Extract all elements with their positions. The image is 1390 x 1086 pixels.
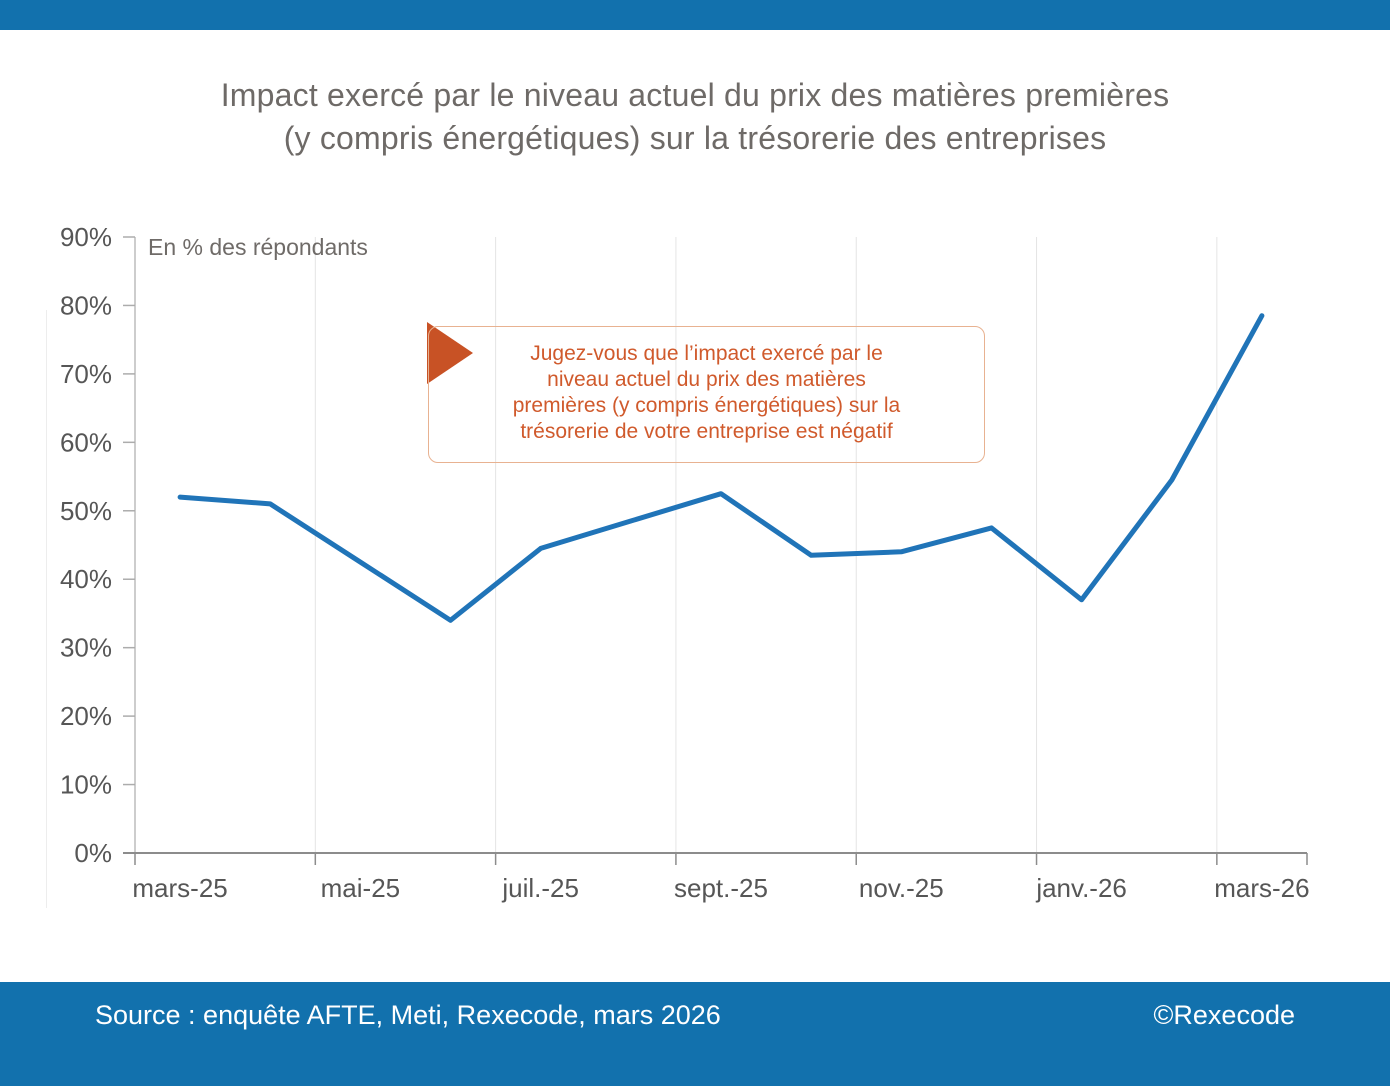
y-tick-label: 70%: [60, 359, 112, 389]
y-tick-label: 10%: [60, 770, 112, 800]
x-tick-label: mai-25: [321, 873, 400, 903]
y-tick-label: 30%: [60, 633, 112, 663]
x-tick-label: juil.-25: [501, 873, 579, 903]
x-tick-label: mars-25: [132, 873, 227, 903]
y-tick-label: 20%: [60, 701, 112, 731]
y-tick-label: 90%: [60, 222, 112, 252]
x-tick-label: mars-26: [1214, 873, 1309, 903]
y-tick-label: 80%: [60, 290, 112, 320]
x-tick-label: nov.-25: [859, 873, 944, 903]
page-title: Impact exercé par le niveau actuel du pr…: [220, 77, 1170, 156]
y-tick-label: 0%: [74, 838, 112, 868]
source-text: Source : enquête AFTE, Meti, Rexecode, m…: [95, 1000, 721, 1030]
y-tick-label: 50%: [60, 496, 112, 526]
copyright-text: ©Rexecode: [1153, 1000, 1295, 1030]
annotation-box: Jugez-vous que l’impact exercé par le ni…: [428, 326, 985, 463]
top-brand-bar: [0, 0, 1390, 30]
y-tick-label: 60%: [60, 427, 112, 457]
unit-label: En % des répondants: [148, 234, 368, 260]
data-line-series: [177, 313, 1265, 623]
annotation-text: Jugez-vous que l’impact exercé par le ni…: [512, 342, 901, 444]
chart-frame-line: [46, 310, 47, 908]
x-tick-label: janv.-26: [1035, 873, 1127, 903]
footer-bar: Source : enquête AFTE, Meti, Rexecode, m…: [0, 982, 1390, 1086]
y-tick-label: 40%: [60, 564, 112, 594]
x-tick-label: sept.-25: [674, 873, 768, 903]
